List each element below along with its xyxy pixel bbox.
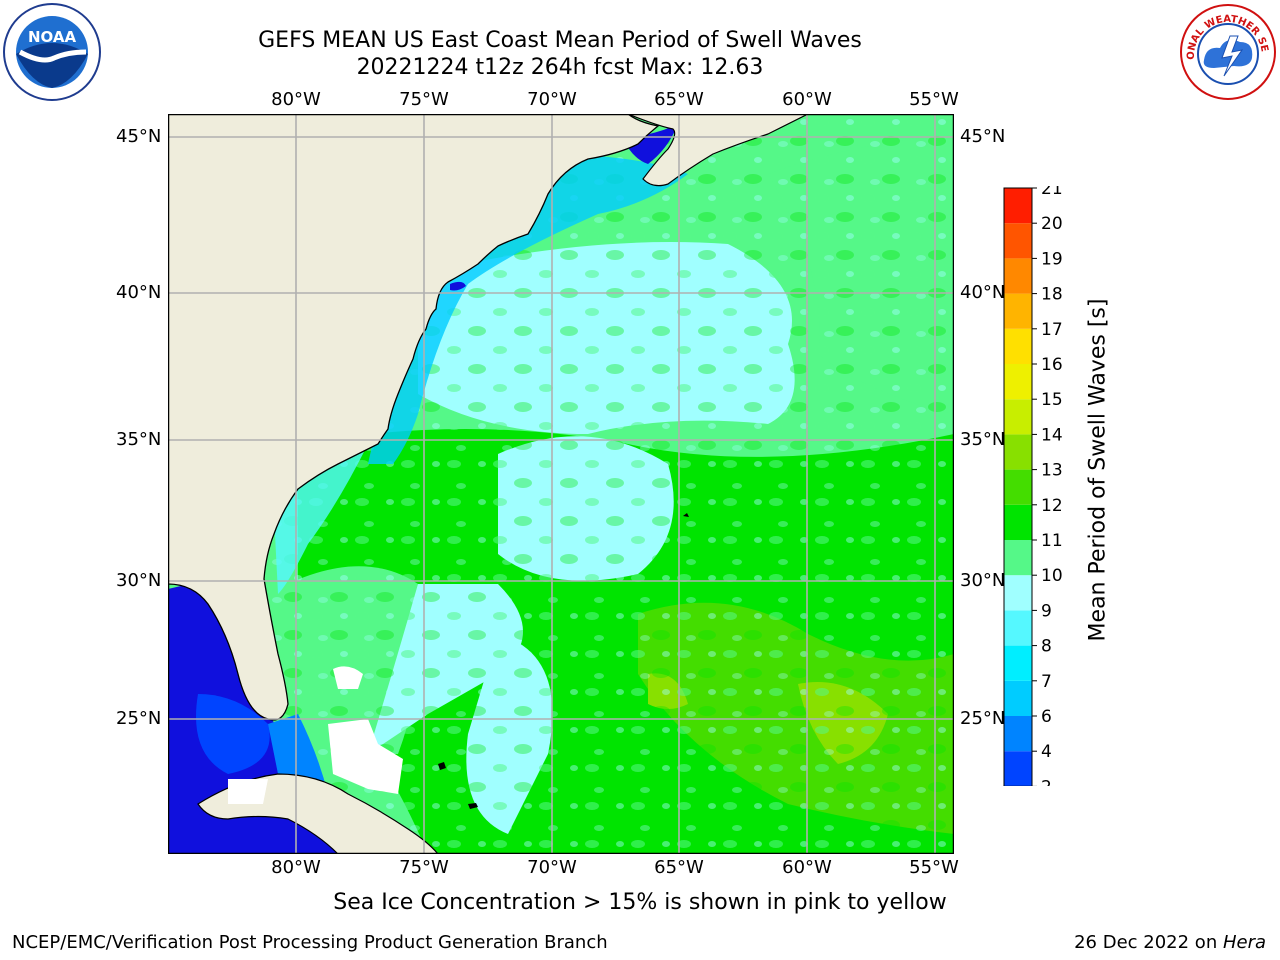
lon-label-bottom: 60°W xyxy=(782,857,832,878)
lat-label-right: 45°N xyxy=(960,126,1006,147)
lon-label-bottom: 75°W xyxy=(399,857,449,878)
nodata-bahamas xyxy=(328,719,403,794)
nws-logo-icon: NATIONAL WEATHER SERVICE xyxy=(1178,2,1276,100)
colorbar-tick-label: 2 xyxy=(1041,777,1052,786)
colorbar-segment xyxy=(1004,575,1032,611)
field-fundy-blue xyxy=(623,124,678,164)
lon-label-bottom: 70°W xyxy=(527,857,577,878)
field-gulf-blue2 xyxy=(196,694,270,774)
colorbar-segment xyxy=(1004,504,1032,540)
colorbar-segment xyxy=(1004,751,1032,786)
host-name: Hera xyxy=(1222,932,1266,953)
colorbar-segment xyxy=(1004,328,1032,364)
colorbar-segment xyxy=(1004,188,1032,224)
lat-label-right: 35°N xyxy=(960,429,1006,450)
svg-text:NOAA: NOAA xyxy=(28,28,77,46)
lat-label-right: 25°N xyxy=(960,708,1006,729)
colorbar-tick-label: 4 xyxy=(1041,742,1052,762)
colorbar-segment xyxy=(1004,610,1032,646)
colorbar-tick-label: 20 xyxy=(1041,214,1063,234)
chart-subtitle: 20221224 t12z 264h fcst Max: 12.63 xyxy=(356,55,764,80)
colorbar: 2 4 6 7 8 9 10 11 12 13 14 15 16 17 18 19 20 21 xyxy=(1003,186,1063,786)
lon-label-top: 75°W xyxy=(399,89,449,110)
lon-label-top: 70°W xyxy=(527,89,577,110)
chart-title: GEFS MEAN US East Coast Mean Period of S… xyxy=(258,28,862,53)
colorbar-tick-label: 13 xyxy=(1041,461,1063,481)
swell-period-map xyxy=(168,114,954,854)
lon-label-top: 65°W xyxy=(654,89,704,110)
colorbar-tick-label: 9 xyxy=(1041,601,1052,621)
colorbar-title: Mean Period of Swell Waves [s] xyxy=(1085,298,1111,642)
graticule xyxy=(168,114,954,854)
lat-label-left: 40°N xyxy=(116,282,162,303)
colorbar-segment xyxy=(1004,399,1032,435)
colorbar-segment xyxy=(1004,434,1032,470)
field-nj-blue xyxy=(450,281,466,291)
land-us-east xyxy=(168,114,660,721)
island-hispaniola-edge xyxy=(438,762,478,809)
colorbar-segment xyxy=(1004,293,1032,329)
colorbar-tick-label: 15 xyxy=(1041,390,1063,410)
lon-label-top: 80°W xyxy=(271,89,321,110)
colorbar-tick-label: 16 xyxy=(1041,355,1063,375)
colorbar-tick-label: 14 xyxy=(1041,425,1063,445)
nodata-cuba-n xyxy=(228,779,268,804)
colorbar-tick-label: 21 xyxy=(1041,186,1063,199)
credit-text: NCEP/EMC/Verification Post Processing Pr… xyxy=(12,932,608,953)
colorbar-segment xyxy=(1004,469,1032,505)
nodata-bahamas2 xyxy=(333,666,363,689)
colorbar-segment xyxy=(1004,680,1032,716)
colorbar-tick-label: 17 xyxy=(1041,320,1063,340)
colorbar-tick-label: 18 xyxy=(1041,285,1063,305)
colorbar-tick-label: 19 xyxy=(1041,249,1063,269)
lon-label-bottom: 80°W xyxy=(271,857,321,878)
lon-label-bottom: 55°W xyxy=(909,857,959,878)
colorbar-tick-label: 8 xyxy=(1041,637,1052,657)
lon-label-bottom: 65°W xyxy=(654,857,704,878)
colorbar-tick-label: 10 xyxy=(1041,566,1063,586)
lat-label-right: 30°N xyxy=(960,570,1006,591)
island-bermuda xyxy=(683,513,689,517)
colorbar-segment xyxy=(1004,716,1032,752)
colorbar-segment xyxy=(1004,223,1032,259)
colorbar-tick-label: 12 xyxy=(1041,496,1063,516)
colorbar-tick-label: 11 xyxy=(1041,531,1063,551)
colorbar-segment xyxy=(1004,540,1032,576)
lat-label-left: 25°N xyxy=(116,708,162,729)
colorbar-tick-label: 7 xyxy=(1041,672,1052,692)
lat-label-left: 45°N xyxy=(116,126,162,147)
sea-ice-caption: Sea Ice Concentration > 15% is shown in … xyxy=(333,890,947,915)
noaa-logo-icon: NOAA xyxy=(3,3,101,101)
colorbar-segment xyxy=(1004,645,1032,681)
colorbar-segment xyxy=(1004,258,1032,294)
date-text: 26 Dec 2022 on Hera xyxy=(1074,932,1266,953)
colorbar-segment xyxy=(1004,364,1032,400)
lon-label-top: 55°W xyxy=(909,89,959,110)
lat-label-right: 40°N xyxy=(960,282,1006,303)
colorbar-tick-label: 6 xyxy=(1041,707,1052,727)
lat-label-left: 30°N xyxy=(116,570,162,591)
lat-label-left: 35°N xyxy=(116,429,162,450)
date-prefix: 26 Dec 2022 on xyxy=(1074,932,1223,953)
lon-label-top: 60°W xyxy=(782,89,832,110)
land-canada xyxy=(627,114,809,187)
